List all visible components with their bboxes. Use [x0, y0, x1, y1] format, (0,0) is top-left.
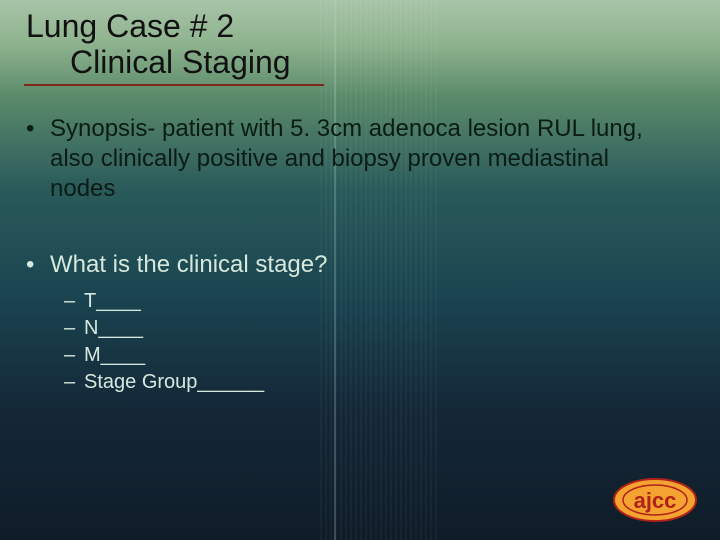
- sub-marker: –: [64, 317, 84, 340]
- title-line-1: Lung Case # 2: [26, 8, 234, 45]
- slide: Lung Case # 2 Clinical Staging • Synopsi…: [0, 0, 720, 540]
- sub-text: M____: [84, 344, 145, 367]
- bullet-question: • What is the clinical stage?: [26, 250, 680, 280]
- sub-marker: –: [64, 290, 84, 313]
- slide-body: • Synopsis- patient with 5. 3cm adenoca …: [26, 114, 680, 394]
- sub-text: Stage Group______: [84, 371, 264, 394]
- bullet-marker: •: [26, 114, 50, 204]
- sub-text: T____: [84, 290, 141, 313]
- title-underline: [24, 84, 324, 86]
- sub-marker: –: [64, 371, 84, 394]
- sub-list: – T____ – N____ – M____ – Stage Group___…: [64, 290, 680, 394]
- sub-item: – N____: [64, 317, 680, 340]
- sub-item: – M____: [64, 344, 680, 367]
- title-line-2: Clinical Staging: [70, 44, 291, 81]
- sub-text: N____: [84, 317, 143, 340]
- svg-text:ajcc: ajcc: [634, 488, 677, 513]
- sub-item: – Stage Group______: [64, 371, 680, 394]
- bullet-text: Synopsis- patient with 5. 3cm adenoca le…: [50, 114, 680, 204]
- bullet-marker: •: [26, 250, 50, 280]
- bullet-synopsis: • Synopsis- patient with 5. 3cm adenoca …: [26, 114, 680, 204]
- sub-item: – T____: [64, 290, 680, 313]
- ajcc-logo-icon: ajcc: [612, 476, 698, 524]
- bullet-text: What is the clinical stage?: [50, 250, 327, 280]
- sub-marker: –: [64, 344, 84, 367]
